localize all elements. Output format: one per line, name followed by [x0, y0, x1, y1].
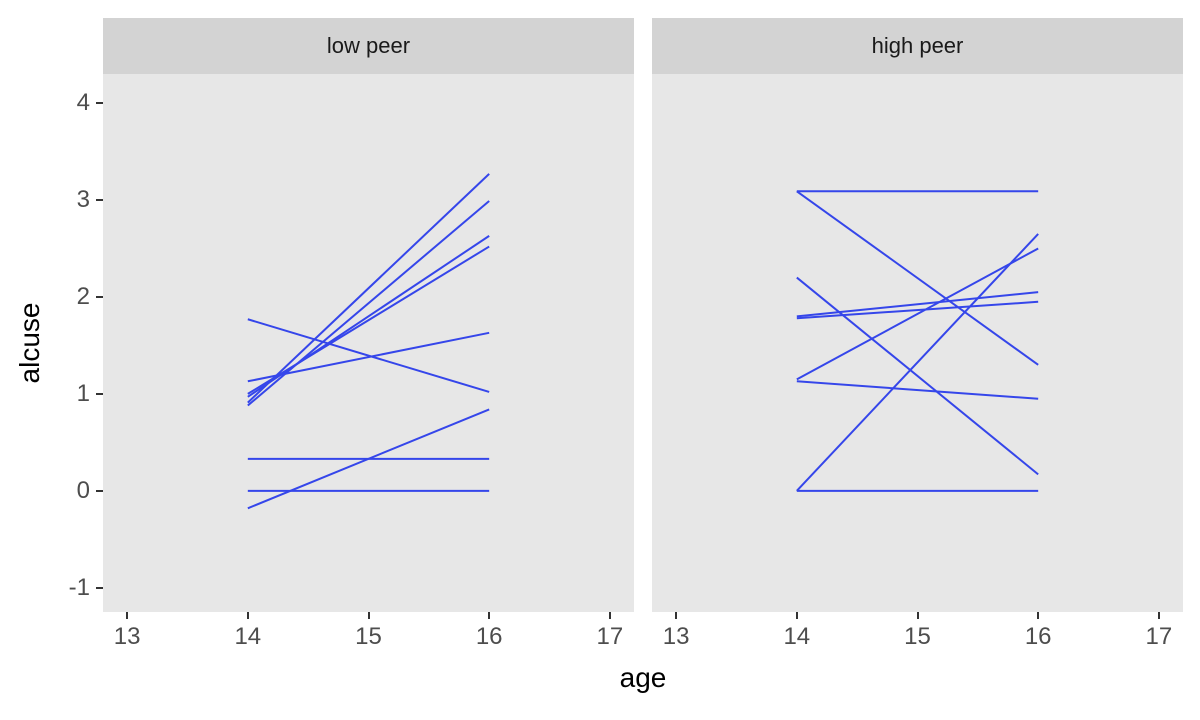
trajectory-line-subject-17 [796, 233, 1039, 492]
y-tick-label: 4 [76, 89, 90, 117]
x-tick-label: 15 [904, 623, 931, 650]
x-tick-label: 15 [355, 623, 382, 650]
plot-panel [103, 74, 634, 612]
x-tick-mark [795, 612, 798, 619]
x-tick-mark [246, 612, 249, 619]
facet-strip: high peer [652, 18, 1183, 74]
x-axis-title: age [619, 662, 667, 693]
trajectory-line-subject-3 [247, 200, 490, 407]
x-tick-label: 13 [662, 623, 690, 650]
facet-strip: low peer [103, 18, 634, 74]
y-tick-mark [96, 392, 103, 395]
x-tick-mark [608, 612, 611, 619]
x-tick-label: 14 [783, 623, 811, 650]
x-tick-label: 17 [596, 623, 624, 650]
facet-strip-label: high peer [871, 33, 964, 58]
x-tick-mark [126, 612, 129, 619]
plot-panel [652, 74, 1183, 612]
trajectory-line-subject-12 [796, 276, 1039, 476]
y-axis-title: alcuse [14, 302, 45, 384]
trajectory-line-subject-5 [247, 245, 490, 395]
y-tick-mark [96, 102, 103, 105]
trajectory-line-subject-13 [796, 291, 1039, 318]
x-tick-mark [1037, 612, 1040, 619]
trajectory-line-subject-16 [796, 380, 1039, 400]
y-tick-mark [96, 295, 103, 298]
x-tick-mark [488, 612, 491, 619]
y-tick-label: 0 [76, 476, 90, 504]
x-tick-mark [916, 612, 919, 619]
x-tick-label: 16 [475, 623, 503, 650]
y-tick-mark [96, 489, 103, 492]
x-tick-mark [1157, 612, 1160, 619]
x-tick-label: 17 [1145, 623, 1173, 650]
trajectory-line-subject-9 [247, 408, 490, 510]
trajectory-line-subject-6 [247, 331, 490, 383]
x-tick-label: 14 [234, 623, 262, 650]
x-tick-label: 16 [1024, 623, 1052, 650]
trajectory-line-subject-1 [247, 318, 490, 393]
y-tick-label: 3 [76, 186, 90, 214]
trajectory-line-subject-15 [796, 247, 1039, 381]
trajectory-line-subject-11 [796, 190, 1039, 366]
x-tick-mark [367, 612, 370, 619]
y-tick-label: 2 [76, 282, 90, 310]
x-tick-label: 13 [113, 623, 141, 650]
trajectory-lines [247, 173, 490, 510]
y-tick-mark [96, 586, 103, 589]
facet-strip-label: low peer [326, 33, 411, 58]
y-tick-label: -1 [68, 573, 90, 601]
trajectory-line-subject-2 [247, 173, 490, 404]
x-tick-mark [675, 612, 678, 619]
y-tick-label: 1 [76, 379, 90, 407]
trajectory-line-subject-14 [796, 300, 1039, 320]
trajectory-lines [796, 190, 1039, 492]
y-tick-mark [96, 199, 103, 202]
